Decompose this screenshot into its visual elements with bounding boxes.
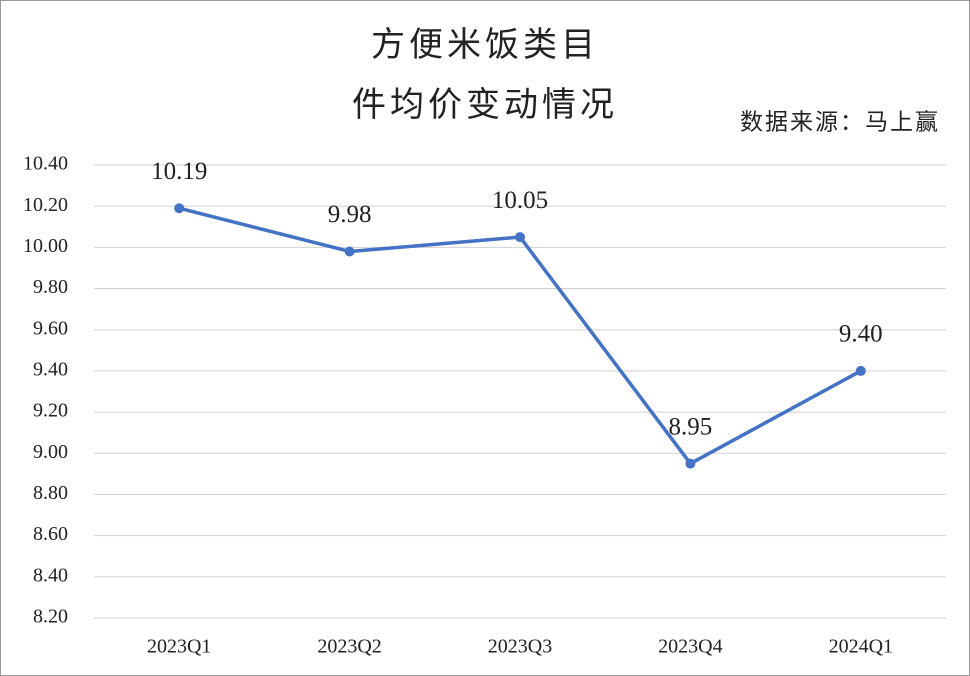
y-tick-label: 8.80: [33, 482, 68, 504]
y-tick-label: 9.40: [33, 359, 68, 381]
data-label: 9.40: [839, 321, 883, 348]
y-tick-label: 10.40: [23, 153, 68, 175]
x-tick-label: 2024Q1: [829, 636, 893, 658]
y-tick-label: 10.20: [23, 194, 68, 216]
y-tick-label: 9.80: [33, 276, 68, 298]
x-tick-label: 2023Q3: [488, 636, 552, 658]
data-label: 10.19: [151, 158, 207, 185]
data-point: [685, 458, 696, 469]
x-tick-label: 2023Q4: [658, 636, 722, 658]
x-tick-label: 2023Q2: [317, 636, 381, 658]
y-tick-label: 9.60: [33, 317, 68, 339]
data-point: [515, 232, 525, 243]
y-tick-label: 9.00: [33, 441, 68, 463]
chart-title: 方便米饭类目: [371, 26, 599, 64]
data-point: [855, 365, 866, 376]
source-note: 数据来源：马上赢: [740, 109, 940, 134]
data-point: [344, 246, 355, 257]
y-tick-label: 8.20: [33, 606, 68, 628]
data-point: [174, 203, 185, 214]
data-label: 10.05: [492, 187, 548, 214]
chart-title: 件均价变动情况: [352, 86, 618, 124]
data-label: 8.95: [669, 413, 713, 440]
y-tick-label: 8.60: [33, 523, 68, 545]
y-tick-label: 9.20: [33, 400, 68, 422]
x-tick-label: 2023Q1: [147, 636, 211, 658]
y-tick-label: 10.00: [23, 235, 68, 257]
data-label: 9.98: [328, 201, 372, 228]
y-tick-label: 8.40: [33, 564, 68, 586]
